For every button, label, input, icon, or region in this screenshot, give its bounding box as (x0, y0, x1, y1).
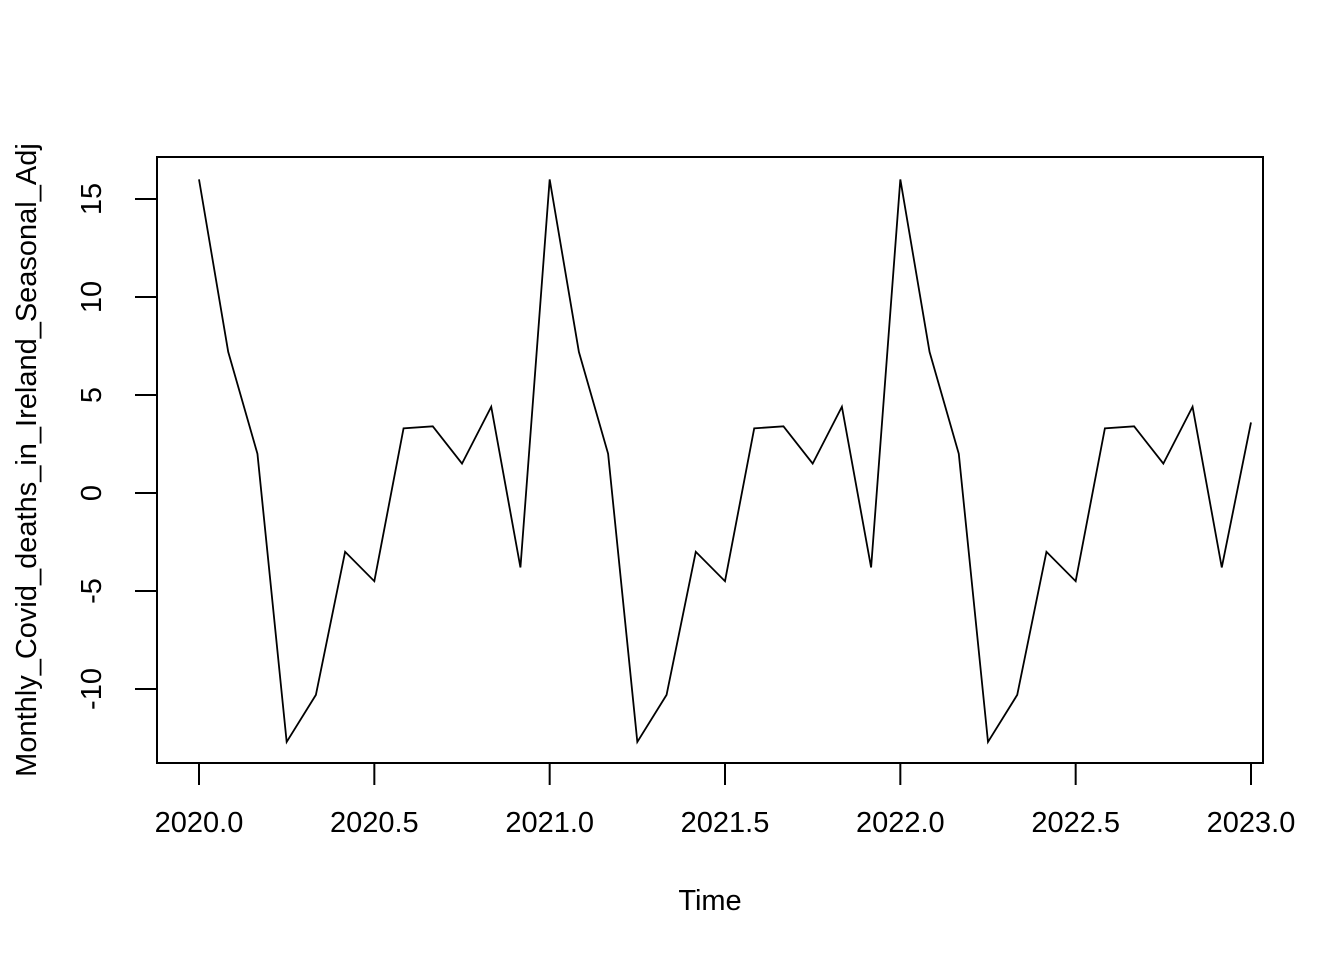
data-point (1162, 463, 1164, 465)
data-point (899, 178, 901, 180)
data-point (432, 425, 434, 427)
data-points (198, 178, 1252, 743)
y-tick-label: 10 (76, 281, 108, 313)
data-point (1104, 427, 1106, 429)
data-point (490, 406, 492, 408)
data-point (724, 580, 726, 582)
data-point (782, 425, 784, 427)
data-point (870, 566, 872, 568)
y-tick-label: -5 (76, 578, 108, 604)
x-axis-label: Time (678, 885, 741, 917)
data-point (1016, 694, 1018, 696)
y-axis-label: Monthly_Covid_deaths_in_Ireland_Seasonal… (11, 143, 43, 777)
data-point (549, 178, 551, 180)
data-point (929, 351, 931, 353)
data-point (315, 694, 317, 696)
data-point (373, 580, 375, 582)
data-point (607, 453, 609, 455)
data-point (256, 453, 258, 455)
x-tick-label: 2021.5 (681, 807, 770, 839)
data-point (636, 741, 638, 743)
data-point (578, 351, 580, 353)
data-point (1221, 566, 1223, 568)
y-tick-label: -10 (76, 668, 108, 710)
data-point (1075, 580, 1077, 582)
x-tick-label: 2020.0 (155, 807, 244, 839)
y-axis: -10 -5 0 5 10 15 (76, 183, 158, 710)
x-axis: 2020.0 2020.5 2021.0 2021.5 2022.0 2022.5 2023… (155, 762, 1296, 839)
data-point (1133, 425, 1135, 427)
data-point (1250, 421, 1252, 423)
y-tick-label: 5 (76, 387, 108, 403)
data-point (519, 566, 521, 568)
x-tick-label: 2022.0 (856, 807, 945, 839)
x-tick-label: 2020.5 (330, 807, 419, 839)
data-point (461, 463, 463, 465)
data-point (841, 406, 843, 408)
x-tick-label: 2021.0 (505, 807, 594, 839)
data-point (753, 427, 755, 429)
data-point (987, 741, 989, 743)
data-point (666, 694, 668, 696)
data-point (1192, 406, 1194, 408)
series-line (198, 179, 1252, 745)
data-point (695, 551, 697, 553)
data-point (286, 741, 288, 743)
data-point (812, 463, 814, 465)
data-point (227, 351, 229, 353)
data-point (198, 178, 200, 180)
y-tick-label: 15 (76, 183, 108, 215)
x-tick-label: 2022.5 (1031, 807, 1120, 839)
data-point (958, 453, 960, 455)
data-point (1045, 551, 1047, 553)
data-point (403, 427, 405, 429)
x-tick-label: 2023.0 (1207, 807, 1296, 839)
plot-frame (156, 156, 1264, 764)
data-point (344, 551, 346, 553)
y-tick-label: 0 (76, 485, 108, 501)
